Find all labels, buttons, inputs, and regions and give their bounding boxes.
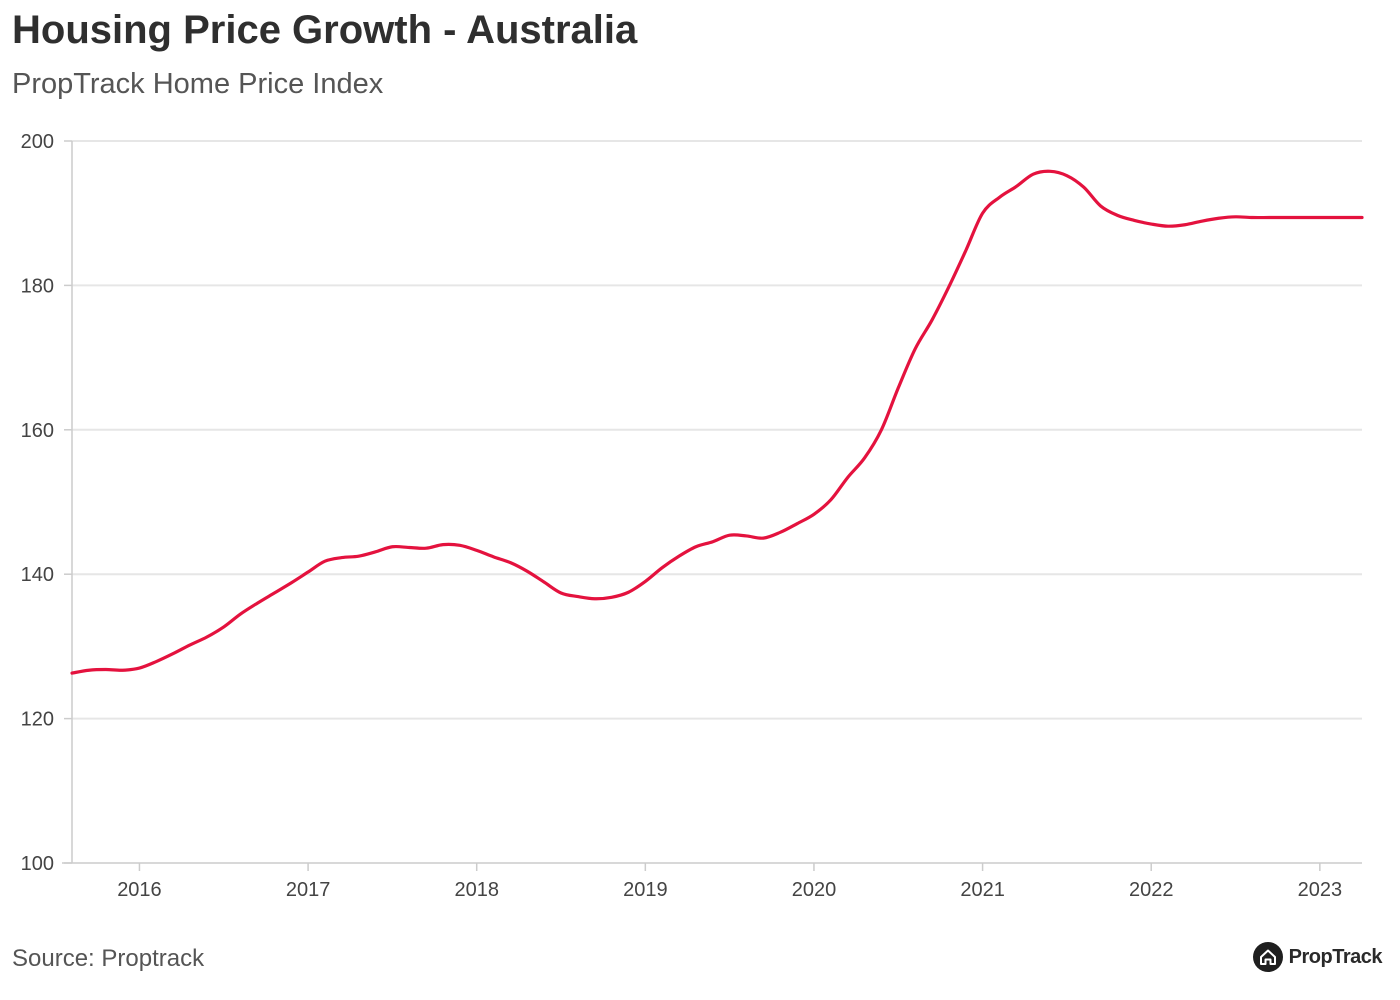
chart-subtitle: PropTrack Home Price Index: [12, 68, 384, 100]
y-tick-label: 120: [21, 709, 54, 731]
series-line-0: [70, 169, 1364, 675]
grid-lines: [72, 140, 1362, 720]
y-tick-label: 100: [21, 853, 54, 875]
x-axis-ticks: 2016 2017 2018 2019 2020 2021 2022 2023: [117, 863, 1342, 901]
y-tick-label: 140: [21, 564, 54, 586]
x-tick-label: 2018: [454, 879, 499, 901]
axes: [62, 140, 1362, 864]
y-tick-label: 180: [21, 275, 54, 297]
x-tick-label: 2016: [117, 879, 162, 901]
y-tick-label: 160: [21, 420, 54, 442]
house-icon: [1252, 942, 1283, 972]
series-layer: [70, 169, 1364, 675]
logo-text: PropTrack: [1288, 945, 1383, 968]
x-tick-label: 2019: [623, 879, 668, 901]
x-tick-label: 2021: [960, 879, 1005, 901]
x-tick-label: 2023: [1298, 879, 1343, 901]
chart-title: Housing Price Growth - Australia: [12, 8, 638, 52]
x-tick-label: 2020: [792, 879, 837, 901]
x-tick-label: 2022: [1129, 879, 1174, 901]
source-note: Source: Proptrack: [12, 945, 205, 972]
proptrack-logo: PropTrack: [1252, 942, 1383, 972]
y-axis-ticks: 100 120 140 160 180 200: [21, 131, 54, 875]
x-tick-label: 2017: [286, 879, 331, 901]
y-tick-label: 200: [21, 131, 54, 153]
